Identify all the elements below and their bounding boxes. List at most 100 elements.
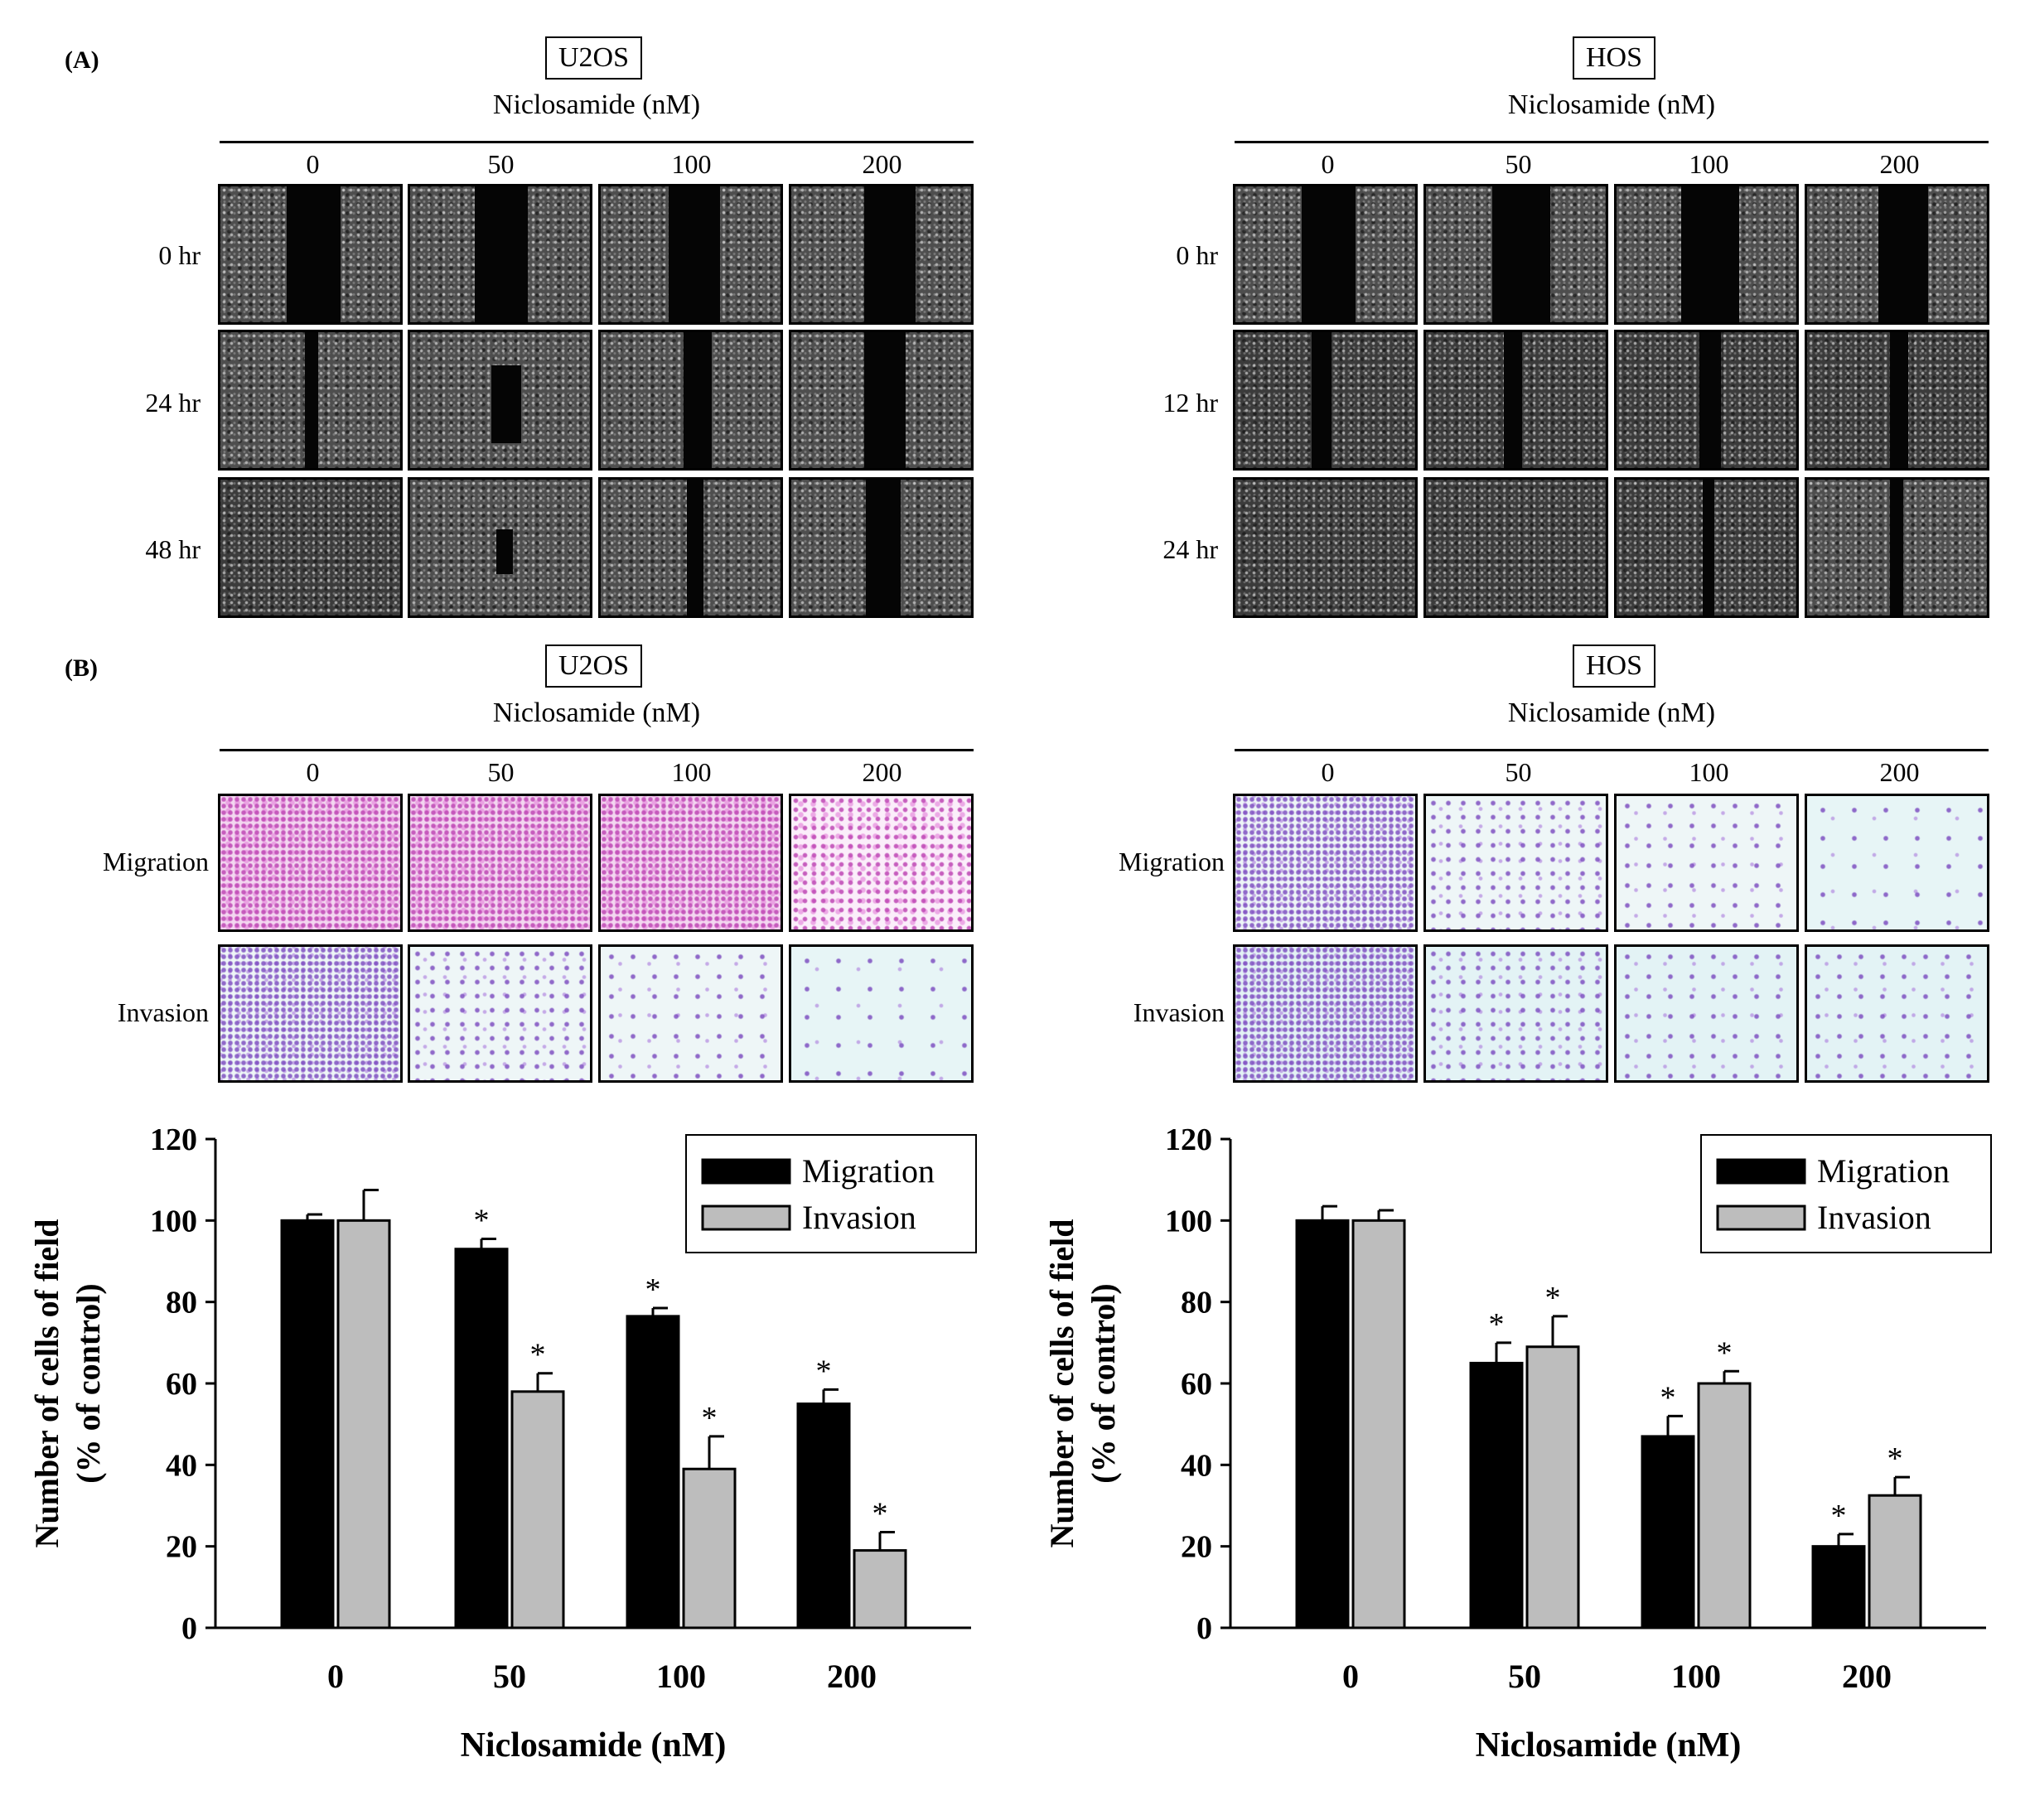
significance-marker: * (645, 1272, 661, 1307)
wound-image (1233, 330, 1418, 471)
wound-image (1805, 330, 1989, 471)
significance-marker: * (530, 1338, 546, 1373)
legend-swatch-migration (1716, 1158, 1806, 1185)
bar-invasion (1697, 1382, 1752, 1629)
wound-image (1805, 184, 1989, 325)
transwell-image (218, 794, 403, 932)
y-tick-label: 40 (166, 1448, 197, 1483)
wound-row-label: 0 hr (158, 240, 201, 270)
wound-row-label: 0 hr (1176, 240, 1218, 270)
x-tick-label: 50 (1508, 1658, 1541, 1695)
dose-label: 200 (862, 149, 902, 179)
bar-migration (796, 1402, 851, 1629)
legend-swatch-migration (701, 1158, 791, 1185)
legend-label: Invasion (1817, 1199, 1931, 1236)
panel-label-b: (B) (65, 654, 98, 682)
caption-rule (1235, 749, 1989, 751)
x-tick-label: 0 (1342, 1658, 1359, 1695)
legend-swatch-invasion (1716, 1204, 1806, 1231)
treatment-caption-u2os-b: Niclosamide (nM) (492, 698, 701, 728)
wound-row-label: 24 hr (145, 388, 201, 418)
y-tick-label: 0 (181, 1611, 197, 1646)
treatment-caption-hos-a: Niclosamide (nM) (1507, 89, 1716, 120)
y-tick-label: 80 (1181, 1286, 1212, 1320)
transwell-image (1423, 944, 1608, 1083)
transwell-image (789, 794, 974, 932)
x-tick-label: 50 (493, 1658, 526, 1695)
dose-label: 200 (862, 757, 902, 787)
transwell-image (1233, 944, 1418, 1083)
y-tick-label: 20 (1181, 1530, 1212, 1565)
legend-label: Migration (1817, 1152, 1950, 1190)
y-axis-label: (% of control) (70, 1283, 107, 1483)
caption-rule (220, 141, 974, 143)
dose-label: 100 (1689, 757, 1729, 787)
transwell-image (1614, 794, 1799, 932)
y-tick-label: 120 (1165, 1122, 1212, 1157)
y-tick-label: 40 (1181, 1448, 1212, 1483)
y-tick-label: 20 (166, 1530, 197, 1565)
wound-image (218, 330, 403, 471)
bar-invasion (1868, 1494, 1922, 1629)
dose-label: 50 (487, 149, 515, 179)
dose-label: 100 (671, 757, 712, 787)
wound-image (408, 184, 592, 325)
dose-label: 50 (1505, 757, 1532, 787)
transwell-row-label: Invasion (1133, 997, 1225, 1027)
bar-invasion (336, 1219, 391, 1629)
bar-invasion (853, 1549, 907, 1629)
wound-image (598, 184, 783, 325)
y-axis-label: Number of cells of field (28, 1219, 65, 1548)
transwell-image (1233, 794, 1418, 932)
legend-swatch-invasion (701, 1204, 791, 1231)
bar-invasion (682, 1467, 737, 1629)
bar-chart-hos: 0 20 40 60 80 100 120 Number of cells of field(… (1043, 1122, 1992, 1764)
significance-marker: * (1545, 1281, 1561, 1316)
legend-box (1700, 1134, 1992, 1253)
x-tick-label: 100 (1671, 1658, 1721, 1695)
y-tick-label: 60 (1181, 1367, 1212, 1402)
x-axis-label: Niclosamide (nM) (1476, 1726, 1742, 1764)
wound-image (1614, 330, 1799, 471)
significance-marker: * (702, 1401, 718, 1436)
x-tick-label: 200 (827, 1658, 877, 1695)
wound-image (1423, 477, 1608, 618)
wound-image (408, 477, 592, 618)
wound-image (1614, 477, 1799, 618)
significance-marker: * (1660, 1380, 1676, 1415)
wound-image (789, 330, 974, 471)
transwell-image (789, 944, 974, 1083)
dose-label: 0 (1321, 757, 1335, 787)
legend-label: Invasion (802, 1199, 916, 1236)
y-tick-label: 100 (1165, 1204, 1212, 1238)
wound-image (218, 184, 403, 325)
wound-image (789, 477, 974, 618)
dose-label: 0 (1321, 149, 1335, 179)
bar-invasion (510, 1390, 565, 1629)
bar-migration (1811, 1545, 1866, 1629)
significance-marker: * (1887, 1441, 1903, 1476)
transwell-image (408, 794, 592, 932)
x-tick-label: 200 (1842, 1658, 1892, 1695)
y-axis-label: Number of cells of field (1043, 1219, 1080, 1548)
bar-invasion (1351, 1219, 1406, 1629)
wound-row-label: 24 hr (1162, 534, 1218, 564)
significance-marker: * (816, 1354, 832, 1388)
wound-image (1233, 184, 1418, 325)
wound-image (1423, 184, 1608, 325)
cell-line-label-u2os-a: U2OS (545, 36, 643, 80)
legend-label: Migration (802, 1152, 935, 1190)
transwell-image (1805, 944, 1989, 1083)
wound-image (598, 477, 783, 618)
transwell-image (1614, 944, 1799, 1083)
bar-migration (626, 1315, 680, 1629)
transwell-image (1805, 794, 1989, 932)
bar-migration (1295, 1219, 1350, 1629)
x-tick-label: 100 (656, 1658, 706, 1695)
bar-migration (454, 1248, 509, 1629)
dose-label: 50 (487, 757, 515, 787)
wound-image (218, 477, 403, 618)
bar-migration (1641, 1435, 1695, 1629)
dose-label: 0 (306, 149, 320, 179)
dose-label: 100 (671, 149, 712, 179)
